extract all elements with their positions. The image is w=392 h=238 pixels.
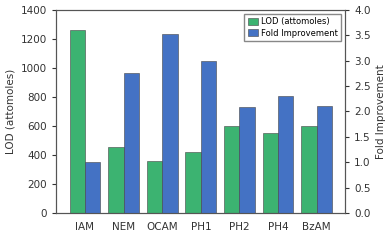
Bar — [263, 134, 278, 213]
Bar — [224, 126, 240, 213]
Bar — [240, 107, 255, 213]
Bar — [162, 34, 178, 213]
Legend: LOD (attomoles), Fold Improvement: LOD (attomoles), Fold Improvement — [244, 14, 341, 41]
Bar — [317, 106, 332, 213]
Y-axis label: LOD (attomoles): LOD (attomoles) — [5, 69, 16, 154]
Y-axis label: Fold Improvement: Fold Improvement — [376, 64, 387, 159]
Bar — [185, 152, 201, 213]
Bar — [147, 161, 162, 213]
Bar — [85, 163, 100, 213]
Bar — [301, 126, 317, 213]
Bar — [123, 73, 139, 213]
Bar — [201, 60, 216, 213]
Bar — [278, 96, 294, 213]
Bar — [108, 147, 123, 213]
Bar — [69, 30, 85, 213]
